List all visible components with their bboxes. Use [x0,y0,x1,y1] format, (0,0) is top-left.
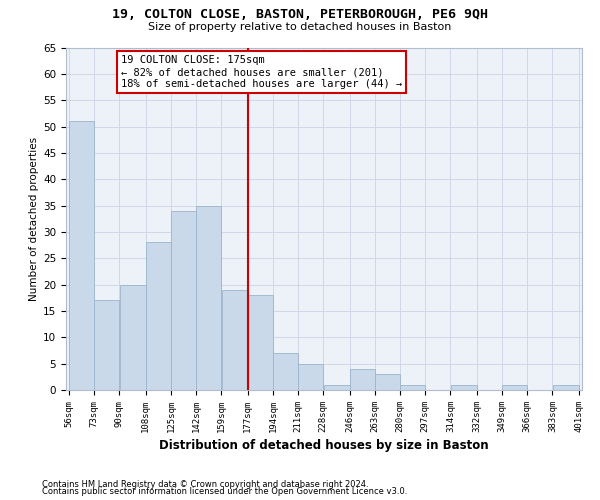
Bar [350,369,375,390]
Bar [119,284,146,390]
Bar [171,211,196,390]
Bar [146,242,170,390]
Text: 19 COLTON CLOSE: 175sqm
← 82% of detached houses are smaller (201)
18% of semi-d: 19 COLTON CLOSE: 175sqm ← 82% of detache… [121,56,402,88]
Bar [502,384,527,390]
Bar [451,384,477,390]
Y-axis label: Number of detached properties: Number of detached properties [29,136,39,301]
Bar [323,384,350,390]
Text: 19, COLTON CLOSE, BASTON, PETERBOROUGH, PE6 9QH: 19, COLTON CLOSE, BASTON, PETERBOROUGH, … [112,8,488,20]
Bar [248,295,272,390]
Bar [298,364,323,390]
Text: Contains HM Land Registry data © Crown copyright and database right 2024.: Contains HM Land Registry data © Crown c… [42,480,368,489]
Bar [196,206,221,390]
Bar [376,374,400,390]
Text: Contains public sector information licensed under the Open Government Licence v3: Contains public sector information licen… [42,488,407,496]
Bar [94,300,119,390]
Bar [221,290,248,390]
Bar [273,353,298,390]
Bar [553,384,579,390]
Text: Size of property relative to detached houses in Baston: Size of property relative to detached ho… [148,22,452,32]
Bar [400,384,425,390]
X-axis label: Distribution of detached houses by size in Baston: Distribution of detached houses by size … [159,439,489,452]
Bar [69,122,94,390]
